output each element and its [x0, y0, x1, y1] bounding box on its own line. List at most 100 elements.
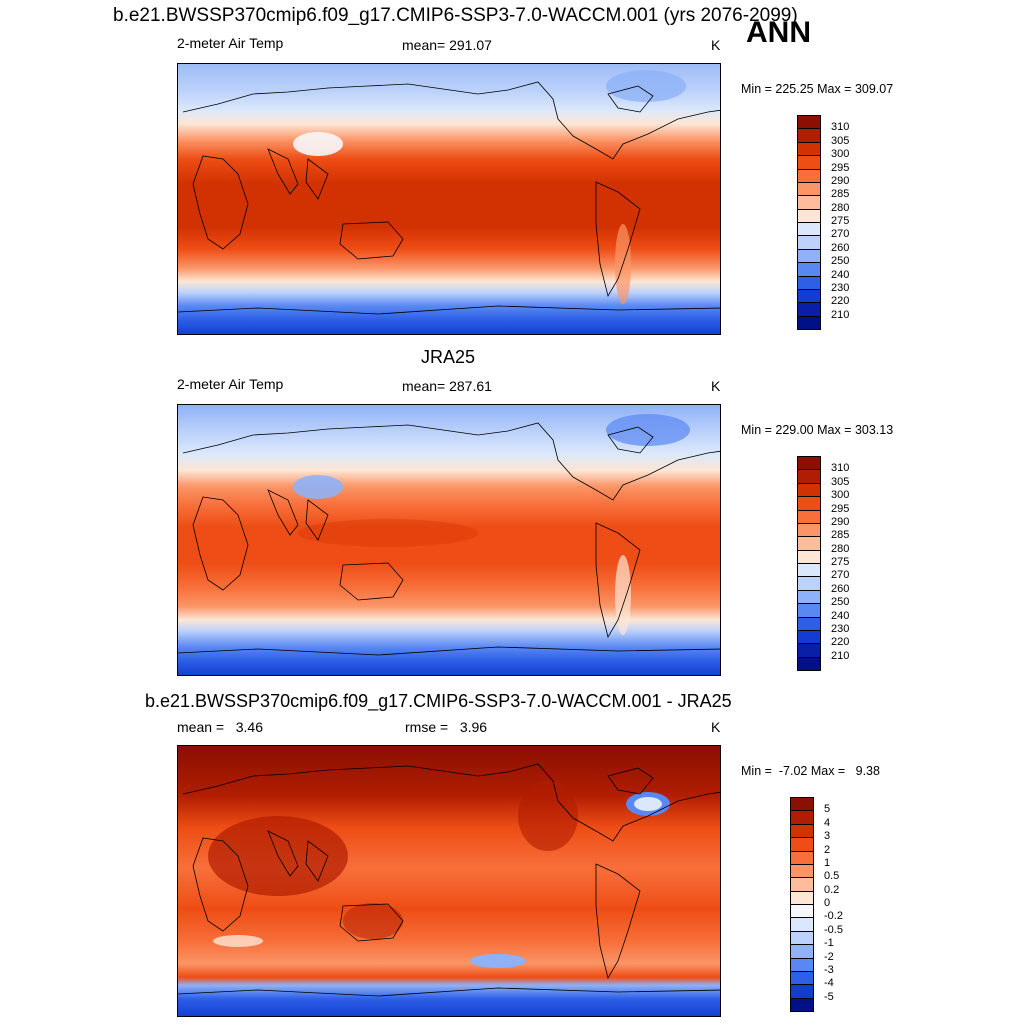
colorbar-box	[797, 482, 821, 498]
panel3-rmse-label: rmse = 3.96	[405, 719, 488, 735]
colorbar-tick-label: -4	[824, 977, 834, 990]
colorbar-box	[797, 603, 821, 618]
panel2-temperature-map	[177, 404, 721, 676]
panel2-colorbar: 310 305 300 295 290 285 280 275 270 260 250 240 230 2…	[797, 456, 849, 671]
colorbar-tick-label: 280	[831, 542, 850, 555]
colorbar-box	[797, 509, 821, 524]
colorbar-tick-label: 0	[824, 897, 831, 909]
colorbar-box	[797, 563, 821, 578]
colorbar-box	[790, 863, 814, 879]
colorbar-box	[797, 208, 821, 223]
colorbar-box	[797, 235, 821, 250]
colorbar-tick-label: 250	[831, 255, 850, 268]
colorbar-box	[797, 115, 821, 130]
colorbar-box	[790, 917, 814, 932]
colorbar-tick-label: 310	[831, 121, 850, 134]
colorbar-tick-label: 260	[831, 582, 850, 595]
colorbar-tick-label: 220	[831, 636, 850, 649]
colorbar-tick-label: 295	[831, 161, 850, 174]
colorbar-box	[797, 576, 821, 591]
panel1-units-label: K	[711, 37, 721, 53]
panel2-units-label: K	[711, 378, 721, 394]
panel1-temperature-map	[177, 63, 721, 335]
panel2-minmax-label: Min = 229.00 Max = 303.13	[741, 423, 894, 437]
panel2-variable-label: 2-meter Air Temp	[177, 376, 284, 392]
colorbar-box	[797, 456, 821, 471]
colorbar-box	[790, 837, 814, 852]
colorbar-box	[797, 549, 821, 564]
colorbar-tick-label: 270	[831, 569, 850, 582]
colorbar-box	[797, 275, 821, 290]
colorbar-tick-label: 2	[824, 843, 831, 856]
colorbar-tick-label: -0.5	[824, 923, 843, 936]
colorbar-box	[797, 288, 821, 304]
colorbar-tick-label: 3	[824, 830, 831, 843]
colorbar-tick-label: 4	[824, 816, 831, 829]
colorbar-box	[797, 315, 821, 330]
colorbar-box	[790, 984, 814, 999]
colorbar-box	[790, 810, 814, 825]
colorbar-box	[797, 262, 821, 277]
colorbar-box	[790, 877, 814, 892]
colorbar-box	[797, 128, 821, 143]
colorbar-box	[790, 970, 814, 986]
colorbar-box	[797, 181, 821, 197]
panel2-title: JRA25	[421, 347, 476, 367]
colorbar-tick-label: 5	[824, 803, 831, 816]
colorbar-box	[797, 222, 821, 237]
colorbar-box	[797, 248, 821, 264]
colorbar-tick-label: -5	[824, 990, 834, 1003]
colorbar-box	[790, 850, 814, 865]
colorbar-tick-label: 280	[831, 201, 850, 214]
colorbar-box	[790, 890, 814, 905]
colorbar-box	[797, 155, 821, 170]
colorbar-box	[797, 629, 821, 645]
colorbar-box	[797, 656, 821, 671]
panel1-variable-label: 2-meter Air Temp	[177, 35, 284, 51]
colorbar-tick-label: 0.5	[824, 870, 840, 883]
colorbar-tick-label: 285	[831, 529, 850, 542]
colorbar-tick-label: 220	[831, 295, 850, 308]
panel3-title: b.e21.BWSSP370cmip6.f09_g17.CMIP6-SSP3-7…	[145, 691, 732, 711]
colorbar-box	[790, 957, 814, 972]
colorbar-tick-label: 230	[831, 281, 850, 294]
colorbar-tick-label: 240	[831, 609, 850, 622]
colorbar-box	[790, 823, 814, 839]
colorbar-box	[790, 997, 814, 1012]
panel3-minmax-label: Min = -7.02 Max = 9.38	[741, 764, 880, 778]
colorbar-tick-label: -2	[824, 950, 834, 963]
panel1-minmax-label: Min = 225.25 Max = 309.07	[741, 82, 894, 96]
panel1-mean-label: mean= 291.07	[402, 37, 492, 53]
colorbar-tick-label: 260	[831, 241, 850, 254]
colorbar-tick-label: 310	[831, 462, 850, 475]
colorbar-tick-label: 0.2	[824, 883, 840, 896]
colorbar-tick-label: -3	[824, 963, 834, 976]
colorbar-box	[797, 589, 821, 605]
panel3-difference-map	[177, 745, 721, 1017]
panel3-mean-label: mean = 3.46	[177, 719, 264, 735]
colorbar-box	[797, 616, 821, 631]
colorbar-box	[797, 302, 821, 317]
colorbar-tick-label: -1	[824, 937, 834, 950]
colorbar-box	[790, 930, 814, 946]
colorbar-tick-label: 300	[831, 489, 850, 502]
colorbar-tick-label: 275	[831, 215, 850, 227]
colorbar-box	[790, 797, 814, 812]
colorbar-tick-label: 295	[831, 502, 850, 515]
colorbar-tick-label: 250	[831, 596, 850, 609]
colorbar-tick-label: 305	[831, 134, 850, 147]
season-label: ANN	[746, 16, 811, 49]
colorbar-tick-label: 305	[831, 475, 850, 488]
figure-title: b.e21.BWSSP370cmip6.f09_g17.CMIP6-SSP3-7…	[113, 5, 798, 26]
colorbar-tick-label: 285	[831, 188, 850, 201]
colorbar-tick-label: 290	[831, 515, 850, 528]
panel3-colorbar: 5 4 3 2 1 0.5 0.2 0 -0.2 -0.5 -1 -2 -3 -4 -5	[790, 797, 843, 1012]
colorbar-box	[797, 168, 821, 183]
colorbar-box	[797, 643, 821, 658]
colorbar-box	[797, 141, 821, 157]
panel1-colorbar: 310 305 300 295 290 285 280 275 270 260 250 240 230 2…	[797, 115, 849, 330]
colorbar-box	[790, 904, 814, 919]
colorbar-tick-label: -0.2	[824, 910, 843, 923]
colorbar-tick-label: 210	[831, 649, 850, 662]
panel2-mean-label: mean= 287.61	[402, 378, 492, 394]
